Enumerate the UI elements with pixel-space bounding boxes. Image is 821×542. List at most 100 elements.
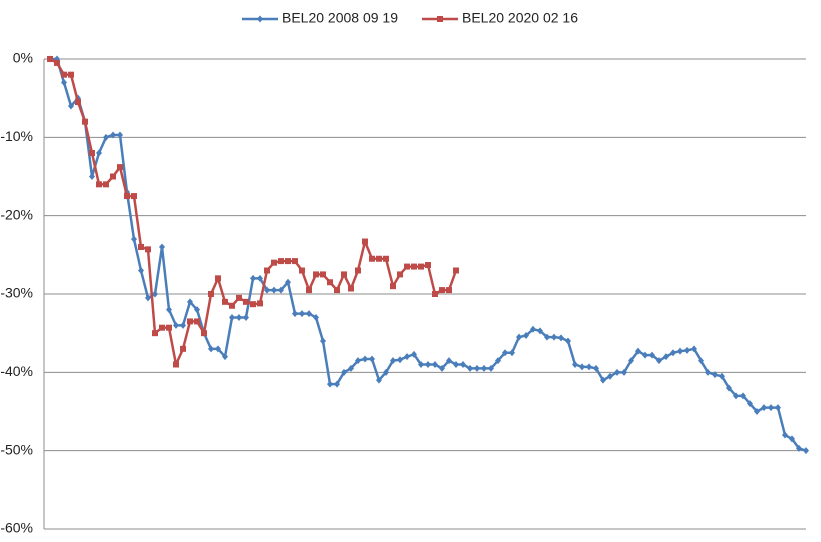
point — [124, 193, 130, 200]
point — [348, 285, 354, 292]
point — [159, 324, 165, 331]
point — [257, 300, 263, 307]
point — [271, 286, 277, 294]
point — [222, 353, 228, 361]
point — [285, 258, 291, 265]
point — [215, 345, 221, 353]
point — [334, 380, 340, 388]
point — [229, 314, 235, 321]
point — [523, 332, 529, 340]
point — [474, 364, 480, 372]
point — [740, 392, 746, 400]
point — [320, 337, 326, 345]
point — [621, 368, 627, 376]
point — [194, 318, 200, 325]
point — [411, 350, 417, 358]
point — [691, 345, 697, 353]
point — [390, 283, 396, 290]
point — [236, 294, 242, 301]
point — [250, 301, 256, 308]
point — [243, 314, 249, 321]
point — [229, 302, 235, 309]
point — [383, 368, 389, 376]
point — [313, 271, 319, 278]
point — [404, 353, 410, 361]
point — [712, 371, 718, 379]
point — [75, 99, 81, 106]
point — [152, 290, 158, 298]
point — [117, 131, 123, 139]
point — [138, 244, 144, 250]
point — [607, 372, 613, 380]
point — [544, 333, 550, 341]
point — [47, 56, 53, 62]
point — [82, 118, 88, 125]
point — [348, 364, 354, 372]
series-line — [50, 57, 807, 452]
legend-label: BEL20 2008 09 19 — [282, 10, 398, 26]
point — [362, 238, 368, 245]
point — [264, 286, 270, 294]
point — [460, 361, 466, 368]
point — [96, 181, 102, 188]
point — [292, 258, 298, 265]
point — [355, 357, 361, 365]
point — [236, 314, 242, 321]
point — [684, 346, 690, 354]
point — [383, 255, 389, 262]
point — [481, 364, 487, 372]
point — [719, 372, 725, 380]
point — [656, 357, 662, 365]
point — [96, 149, 102, 157]
point — [89, 150, 95, 156]
point — [425, 262, 431, 269]
point — [166, 306, 172, 314]
point — [446, 287, 452, 294]
point — [411, 263, 417, 270]
point — [117, 164, 123, 171]
point — [488, 364, 494, 372]
point — [439, 364, 445, 372]
point — [215, 275, 221, 282]
point — [369, 255, 375, 262]
point — [187, 318, 193, 325]
point — [187, 298, 193, 306]
point — [376, 376, 382, 384]
point — [677, 347, 683, 355]
point — [145, 294, 151, 302]
point — [530, 325, 536, 333]
point — [565, 337, 571, 345]
point — [593, 364, 599, 372]
point — [152, 330, 158, 337]
point — [68, 102, 74, 110]
point — [439, 287, 445, 294]
point — [768, 404, 774, 412]
y-tick-label: -50% — [0, 441, 33, 457]
point — [453, 267, 459, 274]
point — [614, 368, 620, 376]
point — [299, 267, 305, 274]
point — [264, 267, 270, 274]
point — [418, 361, 424, 368]
point — [257, 15, 263, 23]
point — [138, 267, 144, 274]
point — [327, 279, 333, 286]
point — [376, 255, 382, 262]
point — [747, 400, 753, 408]
point — [663, 353, 669, 361]
point — [278, 258, 284, 265]
point — [404, 263, 410, 270]
y-tick-label: 0% — [13, 50, 33, 66]
point — [159, 243, 165, 251]
point — [327, 380, 333, 388]
point — [418, 263, 424, 270]
point — [341, 368, 347, 376]
point — [509, 349, 515, 357]
point — [803, 447, 809, 455]
point — [789, 435, 795, 443]
point — [698, 357, 704, 365]
point — [495, 357, 501, 365]
point — [103, 181, 109, 188]
point — [628, 357, 634, 365]
